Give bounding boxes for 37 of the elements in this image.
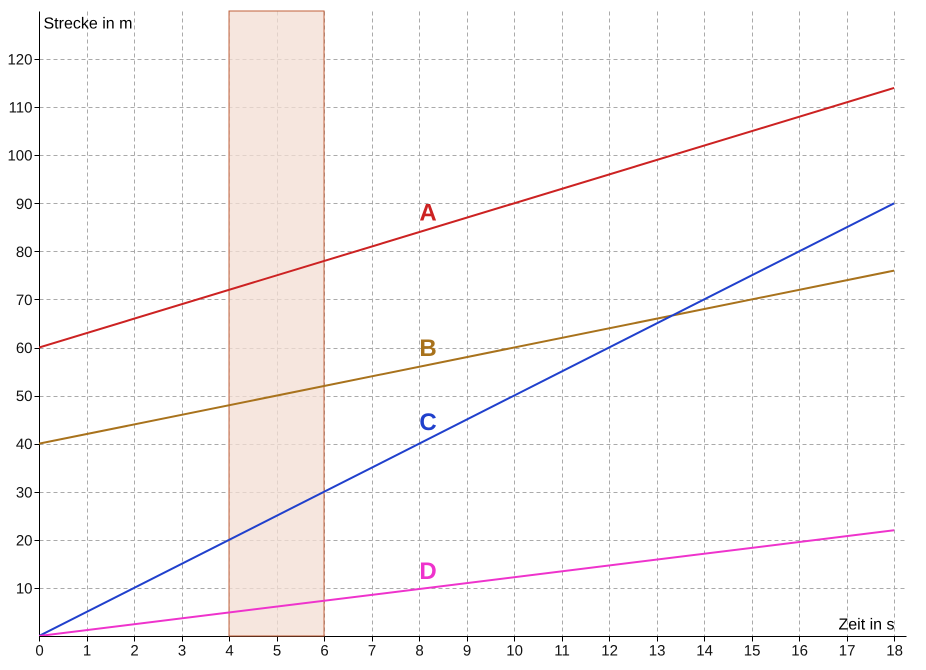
x-tick-label: 8 [415,642,424,660]
y-axis-title: Strecke in m [44,16,132,32]
x-tick-label: 9 [462,642,472,660]
y-tick-label: 60 [16,340,32,358]
x-tick-label: 2 [130,642,139,660]
y-tick-label: 110 [8,100,32,117]
series-label: C [419,409,437,436]
x-tick-label: 14 [696,642,713,660]
x-tick-label: 0 [35,642,44,660]
y-tick-label: 90 [16,196,32,213]
series-label: A [419,199,437,226]
y-tick-label: 20 [16,532,32,550]
x-tick-label: 5 [272,642,282,660]
x-tick-label: 6 [320,642,329,660]
x-tick-label: 12 [601,642,618,660]
y-tick-label: 80 [16,244,32,261]
series-label: B [419,334,437,362]
x-tick-label: 1 [82,642,92,660]
x-tick-label: 18 [886,642,903,660]
x-tick-label: 3 [178,642,186,660]
x-tick-label: 15 [744,642,760,660]
y-tick-label: 120 [7,52,32,69]
x-tick-label: 17 [838,642,856,660]
x-tick-label: 4 [225,642,234,660]
y-tick-label: 40 [16,436,32,454]
x-tick-label: 10 [506,642,523,660]
x-tick-label: 11 [554,642,570,660]
x-tick-label: 7 [368,642,376,660]
x-axis-title: Zeit in s [838,616,894,634]
y-tick-label: 100 [7,148,32,165]
y-tick-label: 50 [16,388,32,406]
y-tick-label: 70 [16,292,32,309]
x-tick-label: 13 [648,642,666,660]
y-tick-label: 10 [16,580,32,598]
y-tick-label: 30 [16,484,32,502]
x-tick-label: 16 [791,642,808,660]
series-label: D [419,558,437,585]
